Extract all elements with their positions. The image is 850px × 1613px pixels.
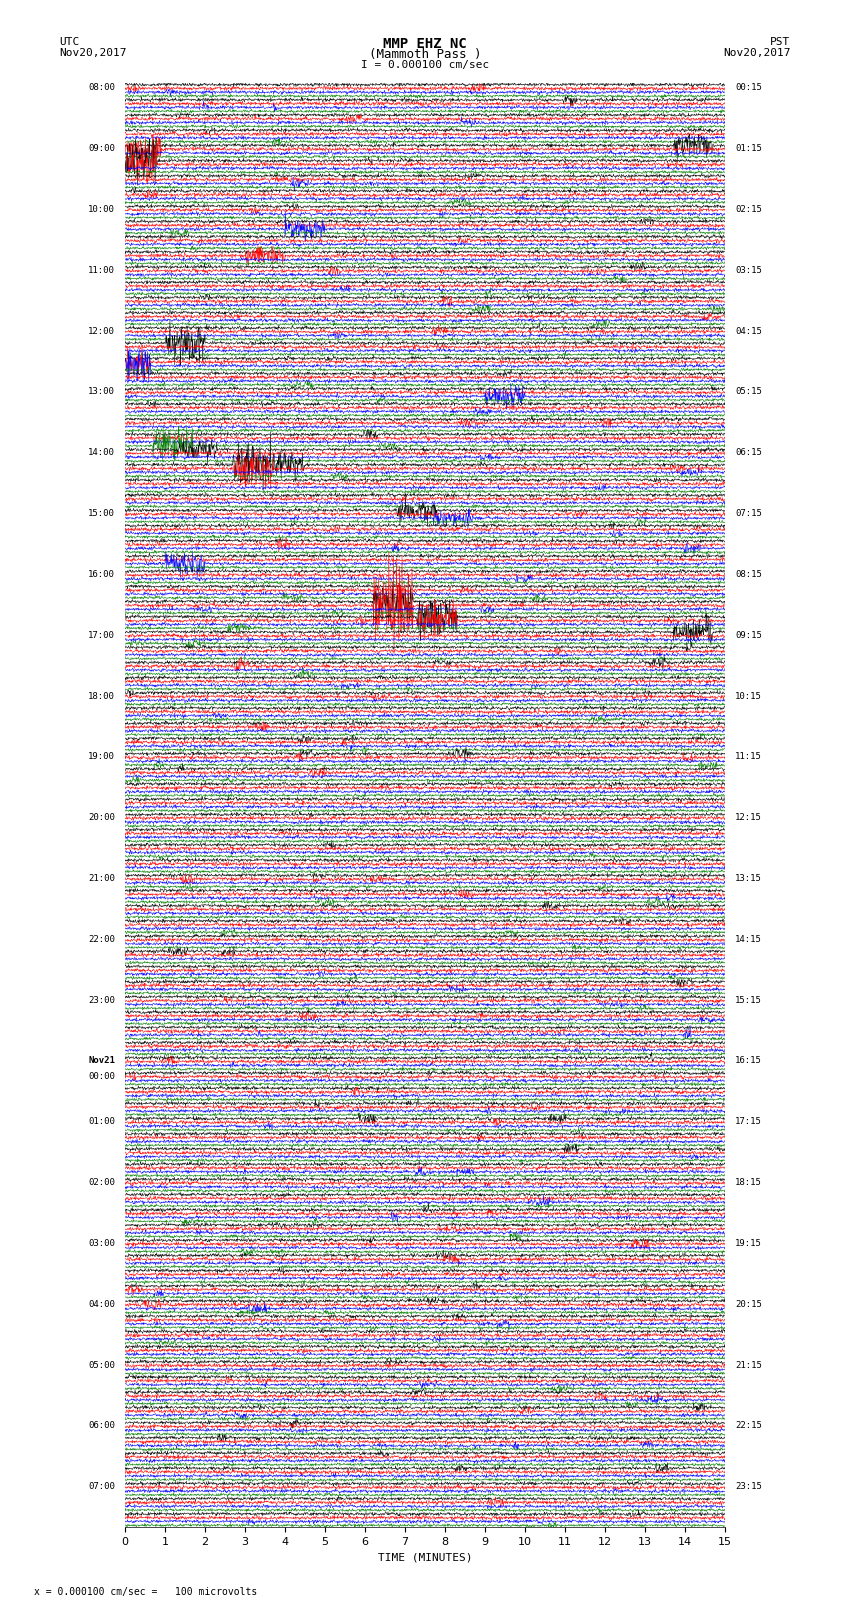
Text: 10:15: 10:15	[735, 692, 762, 700]
Text: 17:00: 17:00	[88, 631, 115, 640]
Text: 14:00: 14:00	[88, 448, 115, 456]
Text: 05:15: 05:15	[735, 387, 762, 397]
Text: 18:00: 18:00	[88, 692, 115, 700]
Text: 01:00: 01:00	[88, 1118, 115, 1126]
Text: 06:15: 06:15	[735, 448, 762, 456]
Text: Nov21: Nov21	[88, 1057, 115, 1066]
Text: 04:00: 04:00	[88, 1300, 115, 1308]
Text: Nov20,2017: Nov20,2017	[723, 48, 791, 58]
Text: 19:15: 19:15	[735, 1239, 762, 1248]
Text: 21:15: 21:15	[735, 1360, 762, 1369]
Text: 00:15: 00:15	[735, 84, 762, 92]
Text: I = 0.000100 cm/sec: I = 0.000100 cm/sec	[361, 60, 489, 69]
Text: 14:15: 14:15	[735, 936, 762, 944]
Text: 11:15: 11:15	[735, 752, 762, 761]
X-axis label: TIME (MINUTES): TIME (MINUTES)	[377, 1553, 473, 1563]
Text: 15:00: 15:00	[88, 510, 115, 518]
Text: 00:00: 00:00	[88, 1071, 115, 1081]
Text: 22:00: 22:00	[88, 936, 115, 944]
Text: 12:00: 12:00	[88, 326, 115, 336]
Text: 08:00: 08:00	[88, 84, 115, 92]
Text: 08:15: 08:15	[735, 569, 762, 579]
Text: 13:15: 13:15	[735, 874, 762, 882]
Text: 03:00: 03:00	[88, 1239, 115, 1248]
Text: 17:15: 17:15	[735, 1118, 762, 1126]
Text: 19:00: 19:00	[88, 752, 115, 761]
Text: 07:00: 07:00	[88, 1482, 115, 1490]
Text: 12:15: 12:15	[735, 813, 762, 823]
Text: 02:00: 02:00	[88, 1177, 115, 1187]
Text: 01:15: 01:15	[735, 144, 762, 153]
Text: 11:00: 11:00	[88, 266, 115, 274]
Text: 02:15: 02:15	[735, 205, 762, 215]
Text: 06:00: 06:00	[88, 1421, 115, 1431]
Text: 03:15: 03:15	[735, 266, 762, 274]
Text: 23:00: 23:00	[88, 995, 115, 1005]
Text: 13:00: 13:00	[88, 387, 115, 397]
Text: MMP EHZ NC: MMP EHZ NC	[383, 37, 467, 52]
Text: 18:15: 18:15	[735, 1177, 762, 1187]
Text: PST: PST	[770, 37, 790, 47]
Text: 04:15: 04:15	[735, 326, 762, 336]
Text: UTC: UTC	[60, 37, 80, 47]
Text: 15:15: 15:15	[735, 995, 762, 1005]
Text: 16:00: 16:00	[88, 569, 115, 579]
Text: Nov20,2017: Nov20,2017	[60, 48, 127, 58]
Text: 05:00: 05:00	[88, 1360, 115, 1369]
Text: (Mammoth Pass ): (Mammoth Pass )	[369, 48, 481, 61]
Text: 09:15: 09:15	[735, 631, 762, 640]
Text: 07:15: 07:15	[735, 510, 762, 518]
Text: 21:00: 21:00	[88, 874, 115, 882]
Text: 20:00: 20:00	[88, 813, 115, 823]
Text: 23:15: 23:15	[735, 1482, 762, 1490]
Text: 22:15: 22:15	[735, 1421, 762, 1431]
Text: 10:00: 10:00	[88, 205, 115, 215]
Text: x = 0.000100 cm/sec =   100 microvolts: x = 0.000100 cm/sec = 100 microvolts	[34, 1587, 258, 1597]
Text: 09:00: 09:00	[88, 144, 115, 153]
Text: 20:15: 20:15	[735, 1300, 762, 1308]
Text: 16:15: 16:15	[735, 1057, 762, 1066]
